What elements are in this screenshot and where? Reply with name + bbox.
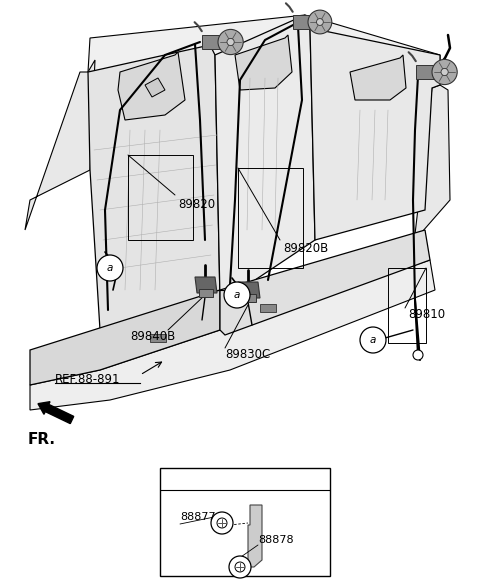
Text: a: a bbox=[370, 335, 376, 345]
Text: 89840B: 89840B bbox=[130, 330, 175, 343]
Text: REF.88-891: REF.88-891 bbox=[55, 373, 120, 386]
Circle shape bbox=[211, 512, 233, 534]
FancyArrow shape bbox=[38, 402, 74, 423]
Circle shape bbox=[217, 518, 227, 528]
Circle shape bbox=[308, 10, 332, 34]
Polygon shape bbox=[242, 294, 256, 302]
Circle shape bbox=[229, 556, 251, 578]
Polygon shape bbox=[412, 85, 450, 260]
Circle shape bbox=[227, 38, 234, 46]
Bar bbox=[128, 155, 193, 240]
Polygon shape bbox=[293, 15, 315, 29]
Text: 88878: 88878 bbox=[258, 535, 294, 545]
Bar bbox=[238, 168, 303, 268]
Polygon shape bbox=[350, 55, 406, 100]
Circle shape bbox=[97, 255, 123, 281]
Bar bbox=[260, 304, 276, 312]
Polygon shape bbox=[25, 60, 95, 230]
Text: 89830C: 89830C bbox=[225, 348, 270, 361]
Polygon shape bbox=[248, 505, 262, 567]
Circle shape bbox=[224, 282, 250, 308]
Text: a: a bbox=[234, 290, 240, 300]
Polygon shape bbox=[30, 260, 435, 410]
Polygon shape bbox=[88, 45, 220, 330]
Polygon shape bbox=[235, 35, 292, 90]
Polygon shape bbox=[416, 65, 439, 79]
Circle shape bbox=[413, 350, 423, 360]
Polygon shape bbox=[88, 15, 440, 85]
Bar bbox=[160, 468, 330, 576]
Polygon shape bbox=[202, 35, 225, 49]
Circle shape bbox=[441, 68, 448, 76]
Text: 89820B: 89820B bbox=[283, 242, 328, 255]
Polygon shape bbox=[195, 277, 217, 293]
Text: 89810: 89810 bbox=[408, 308, 445, 321]
Circle shape bbox=[235, 562, 245, 572]
Polygon shape bbox=[220, 230, 430, 335]
Polygon shape bbox=[199, 289, 213, 297]
Bar bbox=[150, 334, 166, 342]
Polygon shape bbox=[30, 290, 220, 385]
Circle shape bbox=[316, 19, 324, 25]
Text: 89820: 89820 bbox=[178, 198, 215, 211]
Polygon shape bbox=[118, 52, 185, 120]
Text: 88877: 88877 bbox=[180, 512, 216, 522]
Polygon shape bbox=[145, 78, 165, 97]
Circle shape bbox=[218, 29, 243, 55]
Text: FR.: FR. bbox=[28, 432, 56, 447]
Text: a: a bbox=[173, 474, 179, 484]
Circle shape bbox=[166, 469, 186, 489]
Polygon shape bbox=[310, 28, 440, 240]
Circle shape bbox=[432, 59, 457, 85]
Polygon shape bbox=[215, 15, 315, 300]
Bar bbox=[388, 268, 426, 343]
Polygon shape bbox=[238, 282, 260, 298]
Text: a: a bbox=[107, 263, 113, 273]
Circle shape bbox=[360, 327, 386, 353]
